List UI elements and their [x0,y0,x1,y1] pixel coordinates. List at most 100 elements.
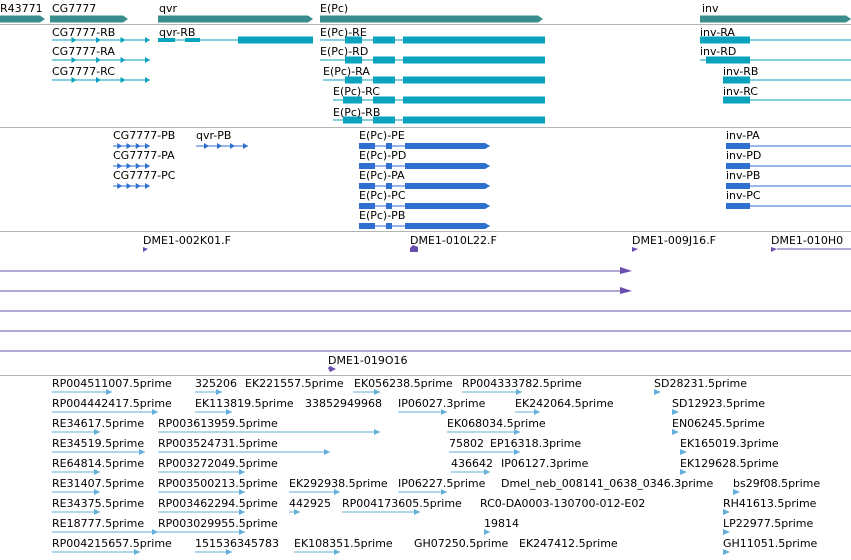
est-label-re34375-5prime[interactable]: RE34375.5prime [52,497,145,510]
protein-cg7777-arrow [117,163,123,169]
exon [403,76,545,84]
est-label-sd12923-5prime[interactable]: SD12923.5prime [672,397,765,410]
transcript-label-cg7777-ra[interactable]: CG7777-RA [52,45,115,58]
est-label-lp22977-5prime[interactable]: LP22977.5prime [723,517,814,530]
clone-label-dme1-002k01-f[interactable]: DME1-002K01.F [143,234,231,247]
est-label-ek056238-5prime[interactable]: EK056238.5prime [354,377,453,390]
est-label-ek247412-5prime[interactable]: EK247412.5prime [519,537,618,550]
est-label-rp003462294-5prime[interactable]: RP003462294.5prime [158,497,278,510]
est-label-75802[interactable]: 75802 [449,437,484,450]
est-label-rp004173605-5prime[interactable]: RP004173605.5prime [342,497,462,510]
transcript-label-e-pc-re[interactable]: E(Pc)-RE [320,26,367,39]
est-label-sd28231-5prime[interactable]: SD28231.5prime [654,377,747,390]
gene-label-qvr[interactable]: qvr [159,2,178,15]
exon [403,36,545,44]
transcript-label-inv-rd[interactable]: inv-RD [700,45,737,58]
protein-label-cg7777-pb[interactable]: CG7777-PB [113,129,176,142]
transcript-cg7777-rc-arrow [145,77,150,83]
protein-label-inv-pd[interactable]: inv-PD [726,149,762,162]
est-label-33852949968[interactable]: 33852949968 [305,397,382,410]
transcript-label-e-pc-rd[interactable]: E(Pc)-RD [320,45,369,58]
est-label-re34519-5prime[interactable]: RE34519.5prime [52,437,145,450]
transcript-label-e-pc-rb[interactable]: E(Pc)-RB [333,106,381,119]
est-label-ek242064-5prime[interactable]: EK242064.5prime [515,397,614,410]
est-label-436642[interactable]: 436642 [451,457,493,470]
gene-label-r43771[interactable]: R43771 [0,2,43,15]
exon [345,56,362,64]
est-feature-head [152,529,158,535]
est-label-ek068034-5prime[interactable]: EK068034.5prime [447,417,546,430]
transcript-label-inv-rc[interactable]: inv-RC [723,85,758,98]
est-label-rp003500213-5prime[interactable]: RP003500213.5prime [158,477,278,490]
clone-label-dme1-019o16[interactable]: DME1-019O16 [328,354,408,367]
protein-label-e-pc-pb[interactable]: E(Pc)-PB [359,209,406,222]
clone-marker [632,247,638,252]
est-label-rh41613-5prime[interactable]: RH41613.5prime [723,497,817,510]
est-label-ek292938-5prime[interactable]: EK292938.5prime [289,477,388,490]
est-label-325206[interactable]: 325206 [195,377,237,390]
est-label-re18777-5prime[interactable]: RE18777.5prime [52,517,145,530]
protein-label-cg7777-pc[interactable]: CG7777-PC [113,169,176,182]
est-label-rp003613959-5prime[interactable]: RP003613959.5prime [158,417,278,430]
protein-label-e-pc-pd[interactable]: E(Pc)-PD [359,149,407,162]
transcript-label-e-pc-rc[interactable]: E(Pc)-RC [333,85,380,98]
transcript-label-inv-ra[interactable]: inv-RA [700,26,735,39]
transcript-label-cg7777-rc[interactable]: CG7777-RC [52,65,115,78]
exon [345,76,362,84]
clone-label-dme1-010l22-f[interactable]: DME1-010L22.F [410,234,497,247]
protein-exon [726,163,750,169]
est-label-rc0-da0003-130700-012-e02[interactable]: RC0-DA0003-130700-012-E02 [480,497,646,510]
est-label-442925[interactable]: 442925 [289,497,331,510]
est-label-ep16318-3prime[interactable]: EP16318.3prime [490,437,582,450]
est-label-rp004442417-5prime[interactable]: RP004442417.5prime [52,397,172,410]
est-label-rp003272049-5prime[interactable]: RP003272049.5prime [158,457,278,470]
est-label-bs29f08-5prime[interactable]: bs29f08.5prime [733,477,821,490]
protein-label-e-pc-pa[interactable]: E(Pc)-PA [359,169,405,182]
est-label-ek129628-5prime[interactable]: EK129628.5prime [680,457,779,470]
clone-label-dme1-009j16-f[interactable]: DME1-009J16.F [632,234,716,247]
protein-label-e-pc-pe[interactable]: E(Pc)-PE [359,129,405,142]
est-label-re31407-5prime[interactable]: RE31407.5prime [52,477,145,490]
est-label-ek113819-5prime[interactable]: EK113819.5prime [195,397,294,410]
transcript-label-e-pc-ra[interactable]: E(Pc)-RA [323,65,370,78]
exon [185,38,200,42]
est-label-ip06127-3prime[interactable]: IP06127.3prime [501,457,589,470]
est-label-re64814-5prime[interactable]: RE64814.5prime [52,457,145,470]
est-label-gh07250-5prime[interactable]: GH07250.5prime [414,537,509,550]
est-label-gh11051-5prime[interactable]: GH11051.5prime [723,537,818,550]
transcript-label-inv-rb[interactable]: inv-RB [723,65,759,78]
clone-label-dme1-010h0[interactable]: DME1-010H0 [771,234,844,247]
protein-cg7777-arrow [135,143,141,149]
est-label-rp003524731-5prime[interactable]: RP003524731.5prime [158,437,278,450]
est-label-dmel-neb-008141-0638-0346-3prime[interactable]: Dmel_neb_008141_0638_0346.3prime [501,477,714,490]
protein-label-inv-pa[interactable]: inv-PA [726,129,760,142]
exon [403,96,545,104]
est-label-rp004333782-5prime[interactable]: RP004333782.5prime [462,377,582,390]
est-label-ip06227-5prime[interactable]: IP06227.5prime [398,477,486,490]
est-label-ek221557-5prime[interactable]: EK221557.5prime [245,377,344,390]
est-label-ip06027-3prime[interactable]: IP06027.3prime [398,397,486,410]
est-label-re34617-5prime[interactable]: RE34617.5prime [52,417,145,430]
est-label-rp004215657-5prime[interactable]: RP004215657.5prime [52,537,172,550]
est-label-151536345783[interactable]: 151536345783 [195,537,279,550]
transcript-label-qvr-rb[interactable]: qvr-RB [159,26,196,39]
est-label-rp003029955-5prime[interactable]: RP003029955.5prime [158,517,278,530]
protein-label-inv-pc[interactable]: inv-PC [726,189,761,202]
est-marker [654,389,661,395]
protein-label-qvr-pb[interactable]: qvr-PB [196,129,232,142]
protein-label-e-pc-pc[interactable]: E(Pc)-PC [359,189,406,202]
gene-label-inv[interactable]: inv [702,2,719,15]
est-label-ek165019-3prime[interactable]: EK165019.3prime [680,437,779,450]
protein-label-cg7777-pa[interactable]: CG7777-PA [113,149,175,162]
est-label-en06245-5prime[interactable]: EN06245.5prime [672,417,765,430]
protein-exon [386,183,392,189]
gene-label-e-pc[interactable]: E(Pc) [320,2,349,15]
gene-label-cg7777[interactable]: CG7777 [52,2,97,15]
est-label-rp004511007-5prime[interactable]: RP004511007.5prime [52,377,172,390]
est-label-ek108351-5prime[interactable]: EK108351.5prime [294,537,393,550]
protein-exon [359,143,375,149]
est-label-19814[interactable]: 19814 [484,517,519,530]
transcript-label-cg7777-rb[interactable]: CG7777-RB [52,26,116,39]
protein-label-inv-pb[interactable]: inv-PB [726,169,761,182]
